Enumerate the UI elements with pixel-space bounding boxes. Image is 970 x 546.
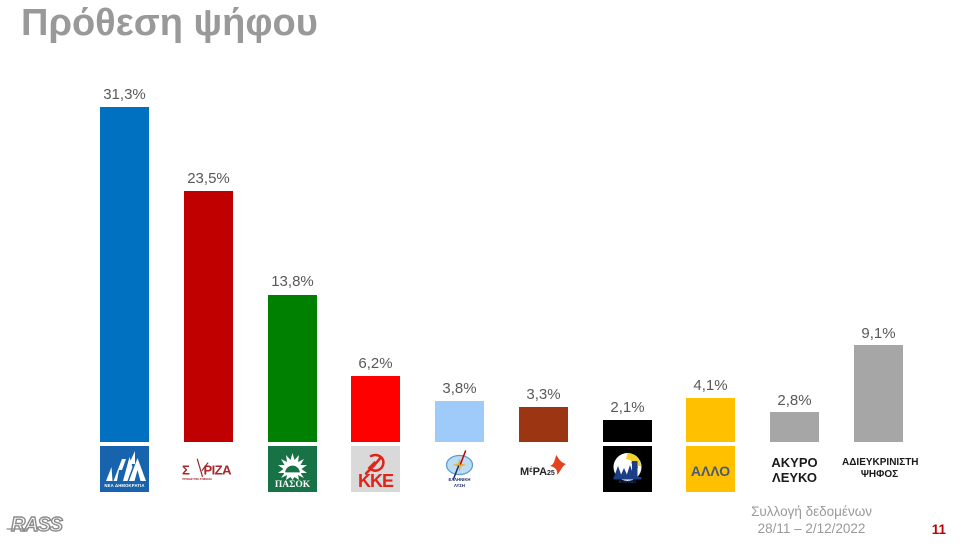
svg-text:ΕΛΛΗΝΕΣ: ΕΛΛΗΝΕΣ [619, 480, 637, 484]
svg-text:ΠΡΟΟΔΕΥΤΙΚΗ ΣΥΜΜΑΧΙΑ: ΠΡΟΟΔΕΥΤΙΚΗ ΣΥΜΜΑΧΙΑ [182, 478, 212, 481]
svg-text:Σ: Σ [182, 463, 190, 478]
svg-text:RASS: RASS [11, 514, 64, 536]
svg-text:MέPA25: MέPA25 [520, 465, 555, 478]
svg-text:KKE: KKE [358, 471, 394, 491]
svg-text:ΛΥΣΗ: ΛΥΣΗ [454, 483, 465, 488]
svg-text:ΝΕΑ ΔΗΜΟΚΡΑΤΙΑ: ΝΕΑ ΔΗΜΟΚΡΑΤΙΑ [104, 483, 144, 488]
svg-text:PIZA: PIZA [204, 463, 233, 478]
svg-text:ΕΛΛΗΝΙΚΗ: ΕΛΛΗΝΙΚΗ [449, 477, 471, 482]
svg-text:ΠΑΣΟΚ: ΠΑΣΟΚ [275, 480, 311, 490]
